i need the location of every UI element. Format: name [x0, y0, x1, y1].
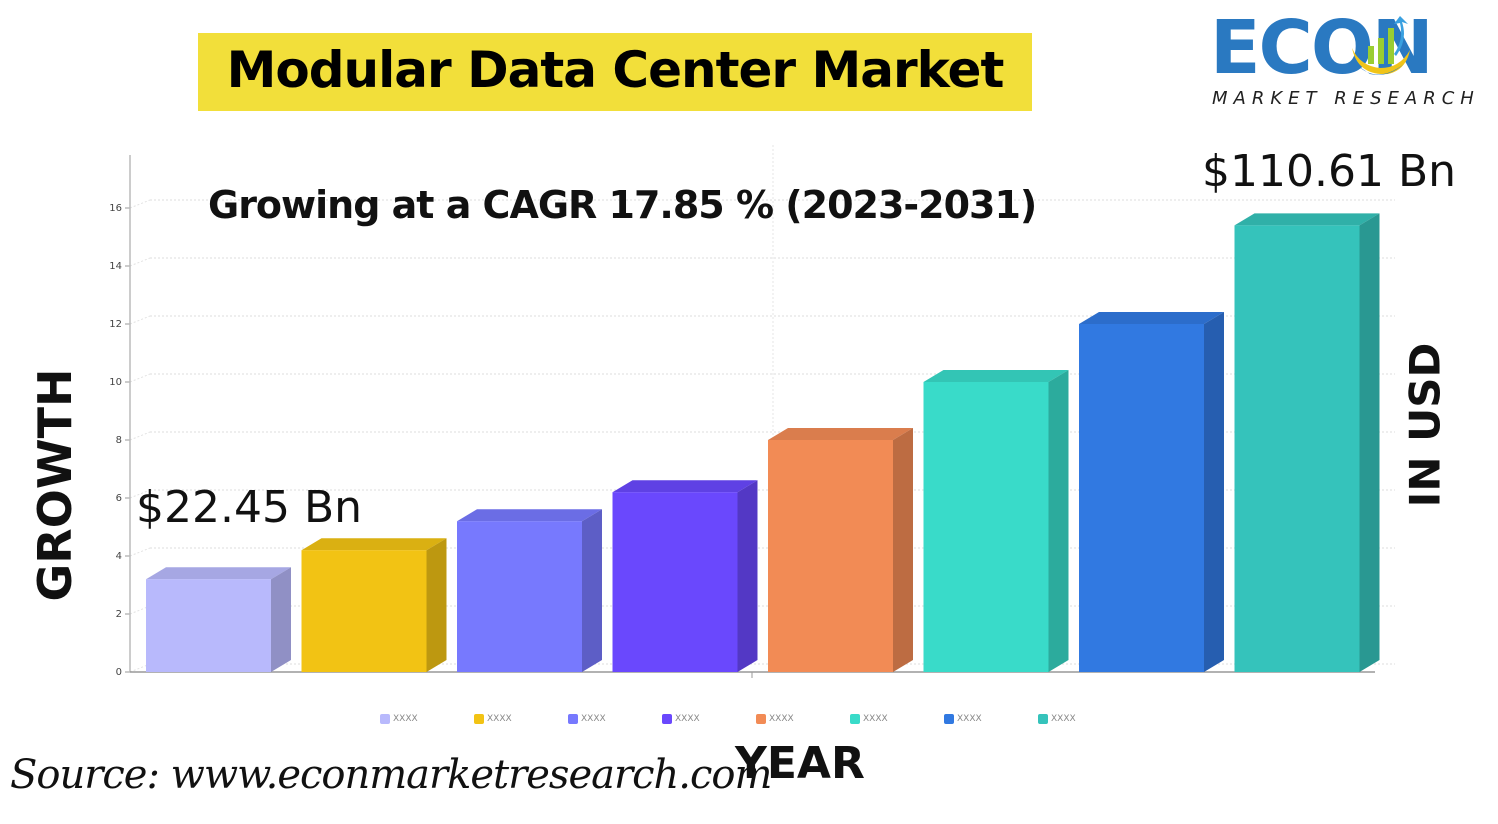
bar-top — [612, 480, 758, 493]
bar-side — [582, 509, 602, 672]
title-banner: Modular Data Center Market — [198, 33, 1032, 111]
legend-swatch — [850, 714, 860, 724]
bar-top — [923, 370, 1069, 382]
chart-title: Modular Data Center Market — [226, 41, 1005, 99]
legend-item[interactable]: XXXX — [850, 712, 888, 726]
bar-top — [1234, 213, 1380, 226]
svg-text:10: 10 — [109, 377, 122, 388]
bar-top — [768, 428, 913, 440]
bar[interactable] — [1234, 225, 1360, 672]
svg-text:2: 2 — [116, 609, 122, 620]
legend-swatch — [944, 714, 954, 724]
bar-top — [1079, 312, 1224, 324]
bar-side — [737, 480, 758, 672]
legend-item[interactable]: XXXX — [568, 712, 606, 726]
legend-swatch — [568, 714, 578, 724]
bar-top — [457, 509, 602, 522]
svg-text:4: 4 — [116, 551, 122, 562]
legend-swatch — [1038, 714, 1048, 724]
bar[interactable] — [457, 521, 582, 672]
legend-item[interactable]: XXXX — [756, 712, 794, 726]
bar-side — [893, 428, 913, 672]
svg-text:14: 14 — [109, 261, 122, 272]
legend-swatch — [662, 714, 672, 724]
x-axis-title: YEAR — [735, 738, 865, 789]
legend-item[interactable]: XXXX — [380, 712, 418, 726]
svg-text:12: 12 — [109, 319, 122, 330]
start-value-label: $22.45 Bn — [136, 482, 363, 533]
legend-item[interactable]: XXXX — [1038, 712, 1076, 726]
bar[interactable] — [768, 440, 893, 672]
bar[interactable] — [923, 382, 1049, 672]
cagr-subtitle: Growing at a CAGR 17.85 % (2023-2031) — [208, 183, 1037, 227]
source-text: Source: www.econmarketresearch.com — [10, 752, 772, 798]
bar-side — [271, 567, 291, 672]
logo-subtitle: MARKET RESEARCH — [1212, 88, 1480, 109]
legend-swatch — [380, 714, 390, 724]
legend-item[interactable]: XXXX — [474, 712, 512, 726]
svg-text:8: 8 — [116, 435, 122, 446]
bar-side — [426, 538, 447, 672]
svg-text:16: 16 — [109, 203, 122, 214]
bar-top — [301, 538, 447, 551]
legend-swatch — [474, 714, 484, 724]
bar[interactable] — [1079, 324, 1204, 672]
bar-side — [1359, 213, 1380, 672]
svg-text:0: 0 — [116, 667, 122, 678]
y-axis-title: GROWTH — [28, 368, 82, 602]
right-axis-title: IN USD — [1400, 342, 1450, 508]
bar[interactable] — [612, 492, 738, 672]
bar[interactable] — [301, 550, 427, 672]
growth-arrow-icon — [1352, 16, 1410, 75]
bar-side — [1204, 312, 1224, 672]
end-value-label: $110.61 Bn — [1202, 146, 1457, 197]
svg-text:6: 6 — [116, 493, 122, 504]
bar-side — [1048, 370, 1069, 672]
bar[interactable] — [146, 579, 271, 672]
bar-top — [146, 567, 291, 580]
legend-item[interactable]: XXXX — [944, 712, 982, 726]
legend-swatch — [756, 714, 766, 724]
legend-item[interactable]: XXXX — [662, 712, 700, 726]
econ-logo: ECON MARKET RESEARCH — [1210, 8, 1480, 112]
